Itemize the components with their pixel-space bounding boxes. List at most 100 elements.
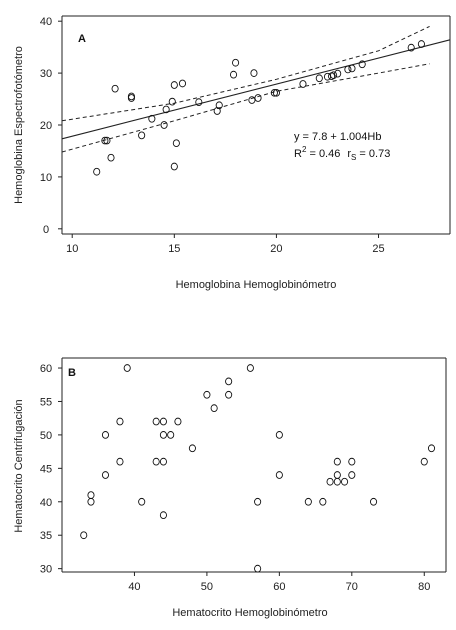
- panel-b-data-point: [275, 471, 283, 479]
- panel-b-x-axis-title: Hematocrito Hemoglobinómetro: [172, 607, 327, 619]
- panel-a-data-point: [358, 60, 366, 69]
- panel-b-data-point: [116, 457, 124, 466]
- panel-a-x-tick-label: 20: [270, 243, 282, 255]
- panel-b: 30 35 40 45 50 55 60 40 50 60 70 80 B Hematocrito …: [13, 357, 447, 619]
- rs-value: = 0.73: [356, 148, 390, 160]
- panel-a-data-point: [254, 94, 262, 102]
- panel-a-y-tick-label: 40: [40, 16, 52, 28]
- panel-b-data-point: [116, 417, 124, 426]
- ci-lower-band: [61, 63, 430, 153]
- panel-b-x-tick-label: 70: [346, 581, 358, 593]
- panel-b-data-point: [159, 417, 167, 426]
- panel-a-data-point: [178, 79, 187, 88]
- panel-a-y-tick-label: 0: [43, 224, 49, 236]
- panel-a-stats: R2 = 0.46 rS = 0.73: [294, 145, 390, 162]
- panel-a-data-point: [299, 80, 307, 88]
- panel-a-data-point: [138, 131, 146, 140]
- panel-b-data-point: [420, 457, 428, 466]
- panel-a-data-point: [127, 94, 135, 102]
- r2-sup: 2: [302, 145, 307, 154]
- panel-b-data-point: [159, 457, 167, 466]
- panel-b-data-point: [101, 471, 110, 479]
- panel-a-data-point: [229, 70, 238, 79]
- panel-b-x-tick-label: 40: [128, 581, 140, 593]
- panel-b-y-tick-label: 60: [40, 363, 52, 375]
- panel-a-x-tick-label: 25: [372, 243, 384, 255]
- panel-a-data-point: [168, 97, 176, 106]
- panel-b-data-point: [304, 497, 312, 506]
- panel-a-data-point: [215, 101, 223, 110]
- panel-b-y-tick-label: 40: [40, 497, 52, 509]
- panel-a-data-point: [195, 98, 203, 107]
- panel-b-data-point: [427, 444, 436, 453]
- panel-a-data-point: [162, 105, 170, 114]
- panel-a-fit-lines: [61, 25, 451, 153]
- panel-a-data-point: [172, 139, 180, 148]
- panel-a-y-tick-label: 30: [40, 68, 52, 80]
- panel-a-data-point: [232, 58, 240, 67]
- panel-a: 0 10 20 30 40 10 15 20 25 A y = 7.8 + 1.004Hb R…: [13, 15, 451, 291]
- regression-line: [61, 39, 451, 140]
- panel-a-data-point: [344, 65, 352, 74]
- panel-b-data-point: [333, 471, 341, 479]
- panel-a-y-tick-label: 20: [40, 120, 52, 132]
- panel-b-y-tick-label: 50: [40, 430, 52, 442]
- panel-b-x-tick-label: 50: [201, 581, 213, 593]
- panel-b-data-point: [348, 471, 356, 479]
- panel-b-y-tick-label: 30: [40, 564, 52, 576]
- panel-a-data-point: [111, 84, 119, 93]
- panel-b-data-point: [225, 377, 233, 386]
- panel-a-x-ticks: 10 15 20 25: [66, 234, 385, 255]
- panel-b-data-point: [152, 417, 160, 426]
- panel-a-data-point: [417, 40, 425, 48]
- panel-b-y-axis-title: Hematocrito Centrifugación: [13, 399, 25, 532]
- panel-b-data-point: [159, 431, 167, 439]
- panel-a-data-point: [148, 114, 156, 123]
- panel-b-data-point: [254, 497, 262, 506]
- panel-b-label: B: [68, 367, 76, 379]
- panel-a-label: A: [78, 33, 86, 45]
- panel-b-data-point: [188, 444, 196, 453]
- panel-b-data-point: [167, 431, 175, 439]
- ci-upper-band: [61, 25, 430, 122]
- panel-a-data-point: [248, 96, 256, 104]
- panel-a-y-ticks: 0 10 20 30 40: [40, 16, 62, 236]
- panel-b-x-ticks: 40 50 60 70 80: [128, 572, 430, 593]
- panel-b-y-tick-label: 45: [40, 463, 52, 475]
- panel-b-data-point: [210, 404, 218, 413]
- panel-b-data-point: [159, 511, 167, 520]
- panel-b-data-point: [326, 477, 334, 486]
- r2-value: = 0.46: [306, 148, 340, 160]
- panel-a-data-point: [107, 153, 115, 162]
- panel-b-data-point: [138, 497, 146, 506]
- panel-a-data-point: [101, 136, 109, 145]
- panel-b-x-tick-label: 80: [418, 581, 430, 593]
- panel-b-data-point: [101, 431, 110, 439]
- panel-a-data-point: [160, 121, 168, 129]
- panel-b-data-point: [275, 431, 283, 439]
- panel-a-data-point: [250, 69, 258, 77]
- panel-a-data-point: [334, 69, 342, 78]
- panel-a-data-point: [315, 74, 323, 83]
- panel-b-data-point: [174, 417, 182, 426]
- panel-b-points: [80, 364, 436, 573]
- panel-a-y-axis-title: Hemoglobina Espectrofotómetro: [13, 46, 25, 204]
- rs-sub: S: [351, 153, 356, 162]
- panel-b-data-point: [87, 497, 95, 506]
- panel-a-x-tick-label: 15: [168, 243, 180, 255]
- panel-b-data-point: [319, 497, 327, 506]
- panel-b-data-point: [254, 564, 262, 573]
- r2-base: R: [294, 148, 302, 160]
- panel-a-x-axis-title: Hemoglobina Hemoglobinómetro: [176, 279, 337, 291]
- panel-b-x-tick-label: 60: [273, 581, 285, 593]
- panel-b-data-point: [87, 491, 95, 499]
- panel-b-data-point: [341, 477, 349, 486]
- panel-b-data-point: [152, 457, 160, 466]
- panel-b-y-ticks: 30 35 40 45 50 55 60: [40, 363, 62, 576]
- panel-a-y-tick-label: 10: [40, 172, 52, 184]
- panel-a-equation: y = 7.8 + 1.004Hb: [294, 131, 381, 143]
- panel-a-data-point: [170, 162, 178, 171]
- panel-a-data-point: [127, 92, 135, 101]
